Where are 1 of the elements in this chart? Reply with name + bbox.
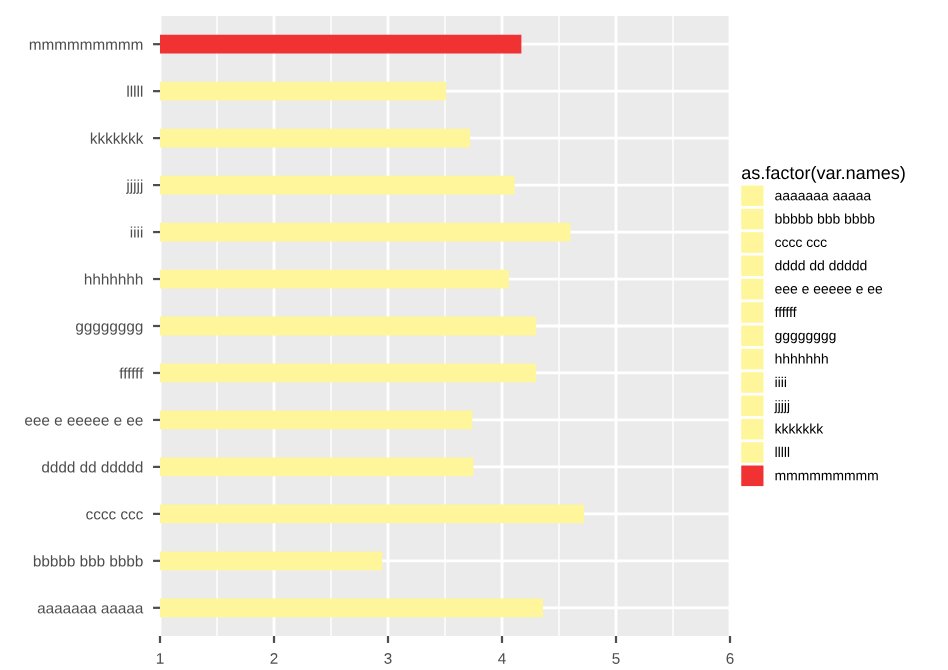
legend-title: as.factor(var.names) <box>742 165 905 183</box>
